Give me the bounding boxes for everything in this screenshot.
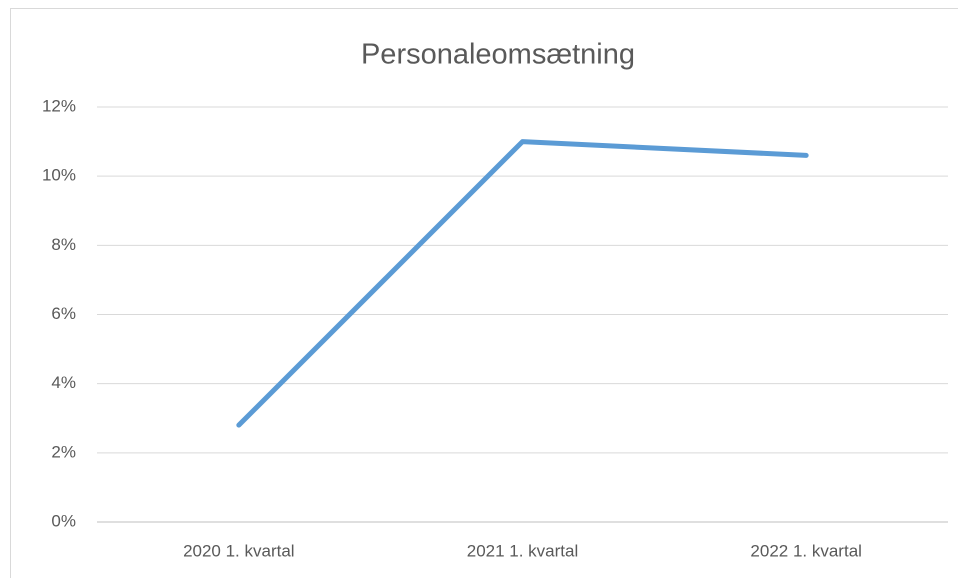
y-tick-label: 0% (51, 511, 76, 530)
x-tick-label: 2022 1. kvartal (750, 541, 862, 560)
y-tick-label: 8% (51, 235, 76, 254)
y-tick-label: 2% (51, 442, 76, 461)
x-tick-label: 2020 1. kvartal (183, 541, 295, 560)
y-tick-label: 6% (51, 304, 76, 323)
y-tick-label: 12% (42, 96, 76, 115)
line-series (236, 139, 809, 428)
y-tick-label: 4% (51, 373, 76, 392)
x-tick-label: 2021 1. kvartal (467, 541, 579, 560)
chart-title: Personaleomsætning (361, 39, 635, 71)
y-tick-label: 10% (42, 166, 76, 185)
chart-frame (10, 8, 958, 578)
